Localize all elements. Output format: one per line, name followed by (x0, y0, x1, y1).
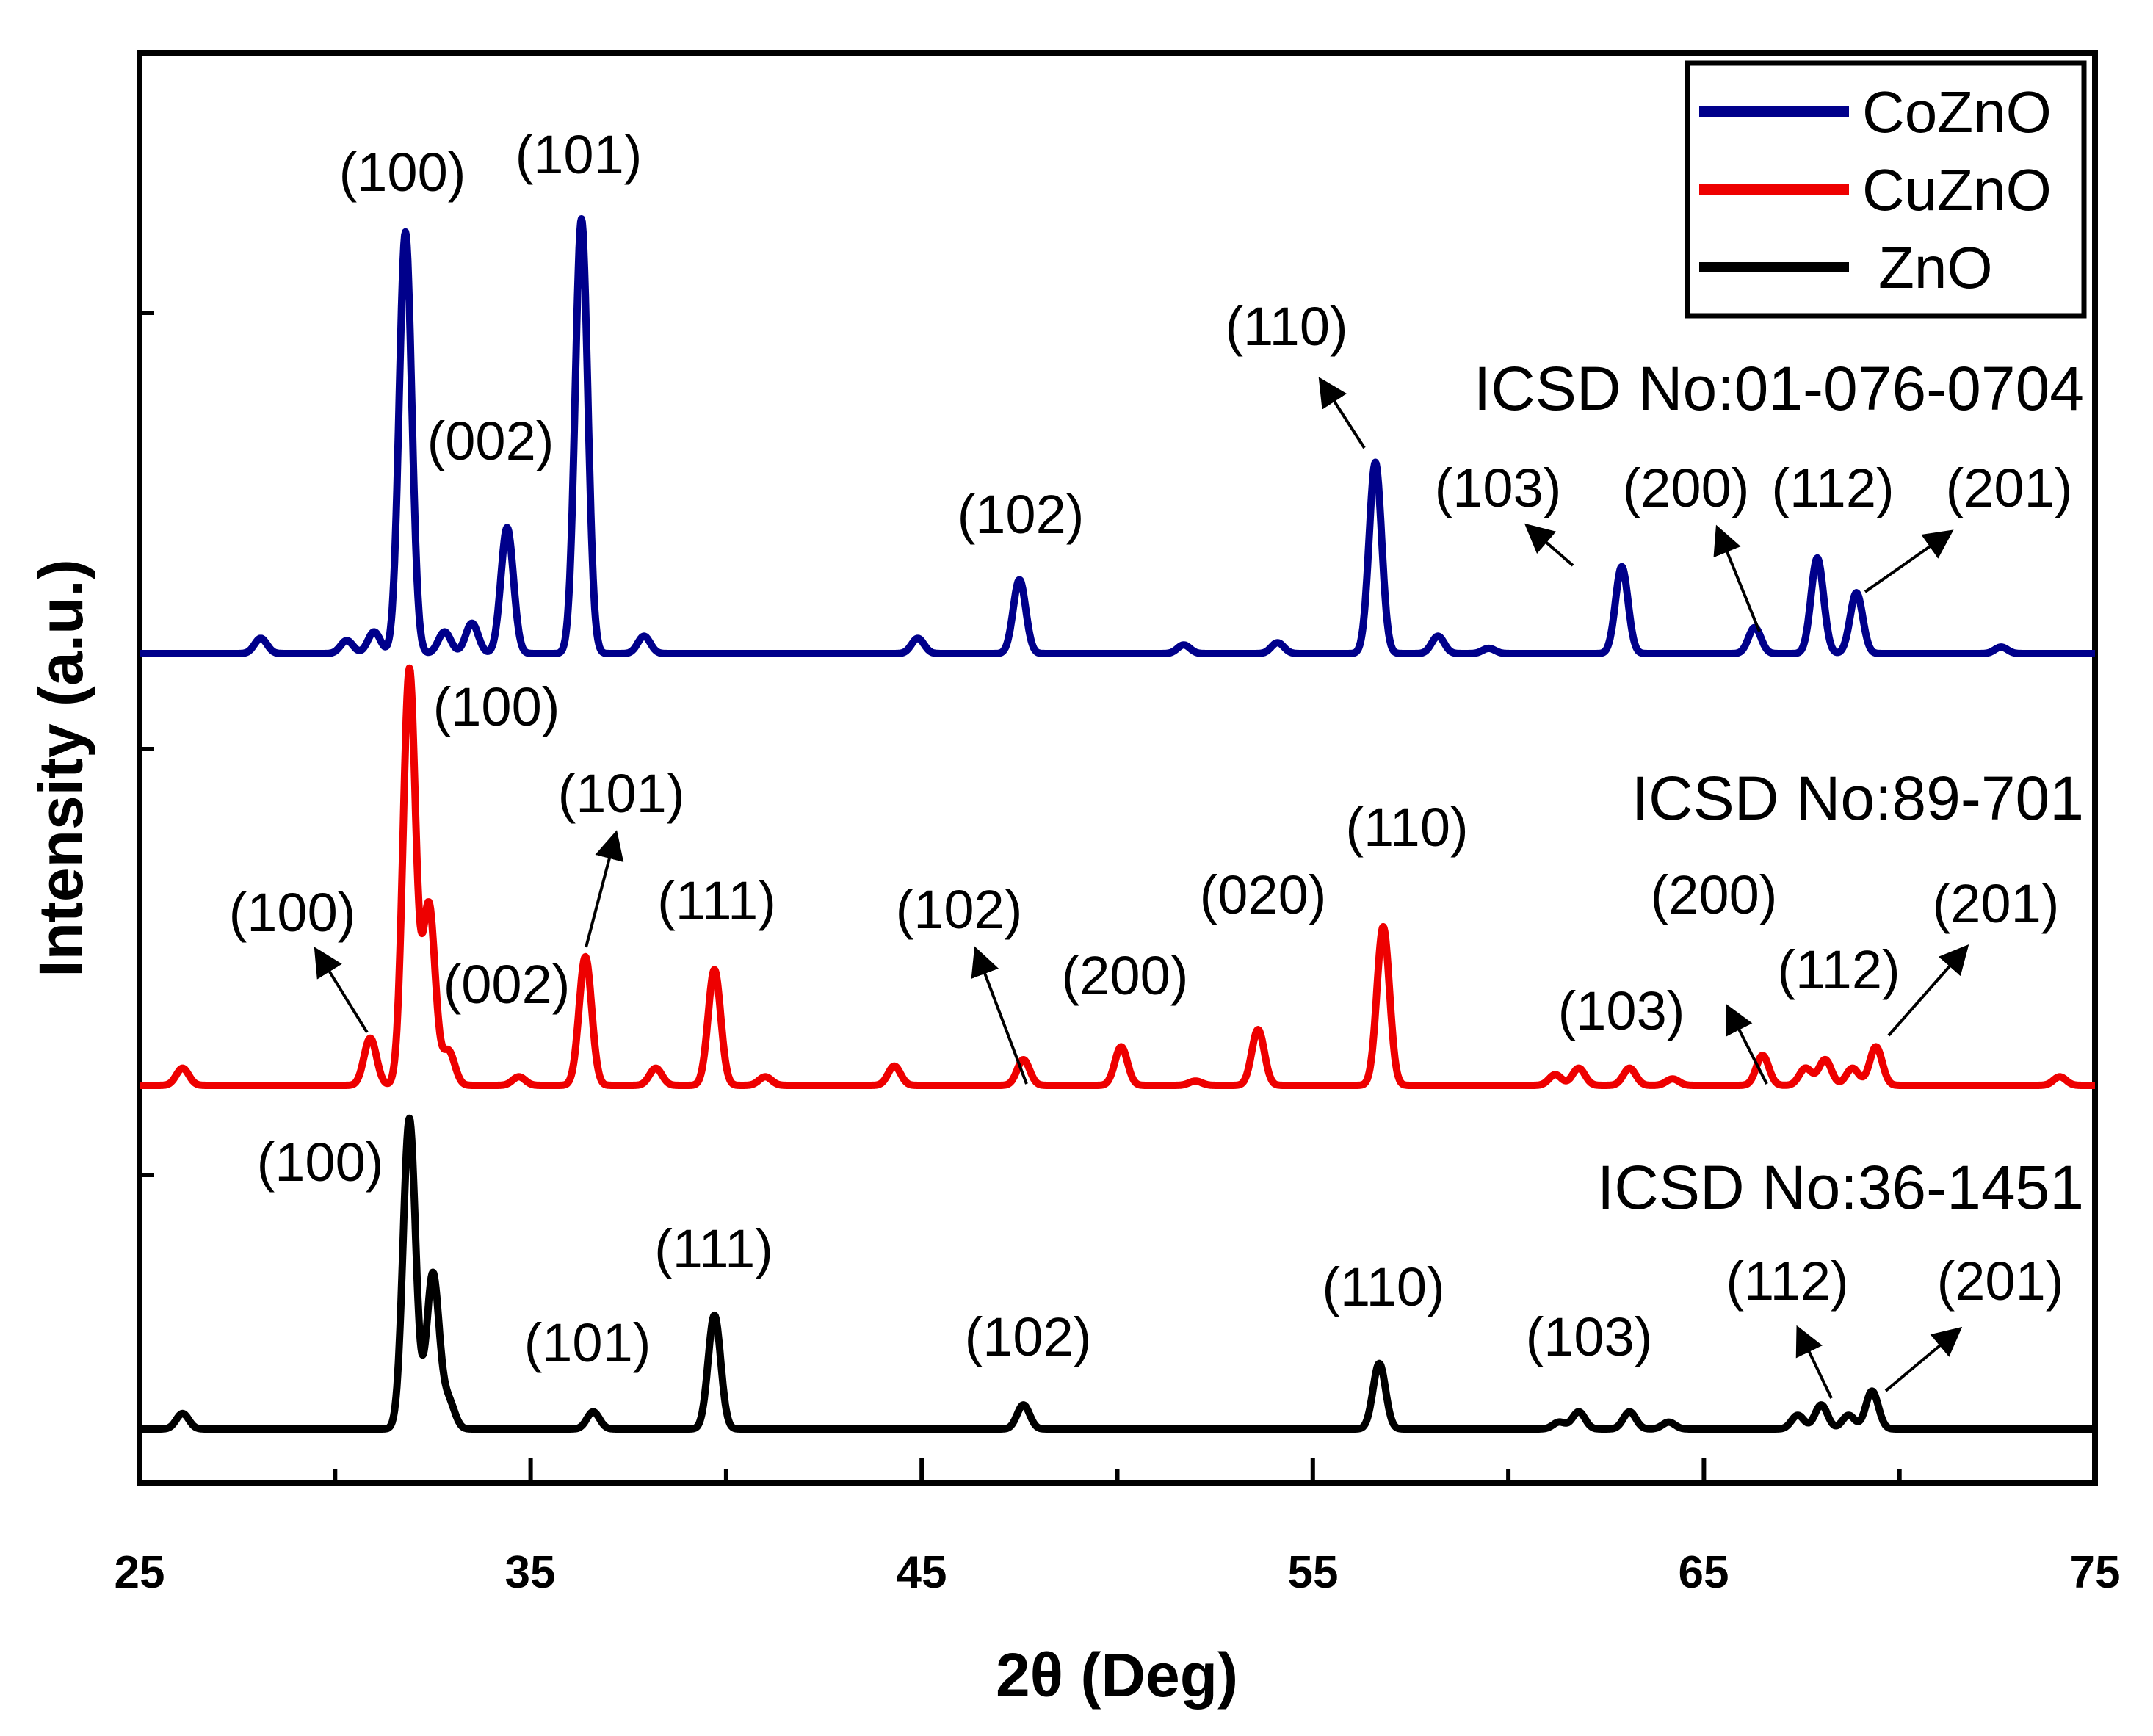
peak-label: (100) (229, 882, 356, 943)
peak-label: (112) (1726, 1251, 1848, 1312)
annotation-arrow (1726, 1003, 1768, 1085)
annotation-arrow (1795, 1325, 1833, 1399)
annotation-arrow (1884, 1326, 1963, 1392)
peak-label: (112) (1777, 939, 1900, 1000)
x-tick-label: 65 (1679, 1547, 1729, 1598)
legend-label-zno: ZnO (1878, 235, 1993, 300)
annotation-arrow (971, 946, 1028, 1085)
series-line-zno (137, 1114, 2098, 1433)
peak-label: (111) (657, 870, 776, 931)
peak-label: (111) (654, 1218, 773, 1279)
y-axis-title: Intensity (a.u.) (26, 559, 95, 977)
annotation-arrow (1864, 529, 1954, 593)
icsd-label-cuzno: ICSD No:89-701 (1632, 764, 2084, 833)
peak-label: (020) (1200, 864, 1327, 925)
peak-label: (002) (444, 954, 571, 1015)
peak-label: (201) (1933, 873, 2060, 934)
series-line-cuzno (137, 664, 2098, 1089)
legend: CoZnO CuZnO ZnO (1685, 60, 2087, 319)
series-group (137, 215, 2098, 1433)
peak-label: (101) (524, 1312, 651, 1373)
annotation-arrow (1524, 523, 1574, 567)
peak-label: (102) (965, 1306, 1092, 1367)
annotation-arrow (1713, 524, 1761, 632)
annotation-arrow (314, 947, 369, 1034)
axis-ticks (137, 311, 2097, 1483)
x-tick-label: 45 (897, 1547, 947, 1598)
peak-label: (110) (1345, 797, 1468, 858)
icsd-label-cozno: ICSD No:01-076-0704 (1474, 354, 2084, 423)
peak-label: (112) (1771, 457, 1894, 518)
series-line-cozno (137, 215, 2098, 657)
annotation-arrow (1318, 377, 1366, 449)
x-axis-title: 2θ (Deg) (996, 1641, 1238, 1710)
peak-label: (103) (1526, 1306, 1653, 1367)
peak-label: (103) (1435, 457, 1562, 518)
x-tick-label: 55 (1288, 1547, 1339, 1598)
peak-label: (102) (896, 879, 1023, 940)
peak-label: (100) (339, 142, 466, 203)
annotation-arrow (1887, 944, 1969, 1037)
peak-label: (200) (1062, 945, 1189, 1006)
peak-label: (101) (515, 124, 643, 185)
peak-label: (103) (1558, 980, 1685, 1041)
peak-label: (100) (257, 1132, 384, 1193)
x-tick-label: 75 (2070, 1547, 2121, 1598)
peak-label: (110) (1225, 296, 1347, 357)
peak-label: (200) (1651, 864, 1778, 925)
annotation-arrows (314, 377, 1969, 1399)
peak-label: (110) (1322, 1256, 1444, 1317)
peak-label: (002) (427, 411, 554, 471)
peak-label: (200) (1623, 457, 1750, 518)
annotation-arrow (585, 830, 624, 948)
x-tick-label: 25 (115, 1547, 165, 1598)
peak-label: (100) (433, 676, 560, 737)
peak-label: (201) (1937, 1251, 2064, 1312)
x-tick-label: 35 (505, 1547, 556, 1598)
legend-label-cuzno: CuZnO (1862, 157, 2052, 223)
peak-label: (102) (958, 484, 1085, 545)
legend-label-cozno: CoZnO (1862, 79, 2052, 145)
icsd-label-zno: ICSD No:36-1451 (1597, 1153, 2084, 1222)
peak-label: (201) (1946, 457, 2073, 518)
peak-label: (101) (558, 763, 685, 824)
